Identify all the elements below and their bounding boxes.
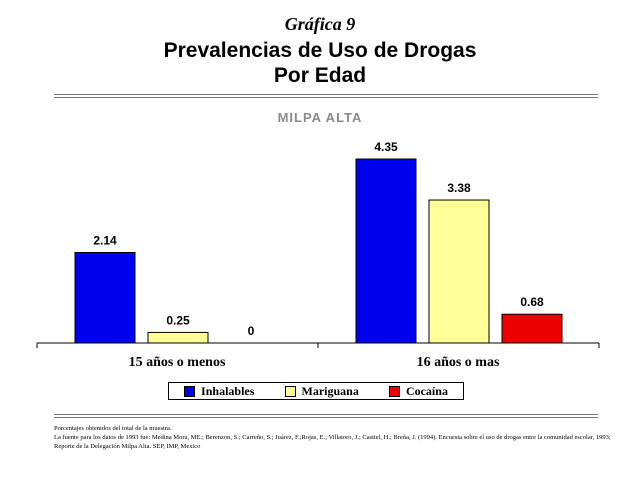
footer-divider-top — [54, 414, 598, 415]
category-label-0: 15 años o menos — [128, 355, 226, 370]
title-divider-top — [54, 94, 598, 95]
page-title-line-1: Prevalencias de Uso de Drogas — [163, 39, 477, 62]
legend-label-inhalables: Inhalables — [201, 383, 255, 398]
footnote-sample: Porcentajes obtenidos del total de la mu… — [54, 425, 172, 432]
legend-label-cocaina: Cocaína — [405, 383, 448, 398]
legend: Inhalables Mariguana Cocaína — [168, 382, 464, 400]
legend-swatch-mariguana — [284, 385, 296, 397]
data-label-2-0: 0 — [248, 324, 255, 338]
legend-item-mariguana: Mariguana — [284, 383, 359, 399]
legend-swatch-inhalables — [184, 385, 196, 397]
legend-item-cocaina: Cocaína — [388, 383, 448, 399]
footer-divider-bottom — [54, 417, 598, 418]
legend-swatch-cocaina — [388, 385, 400, 397]
data-label-2-1: 0.68 — [520, 295, 544, 309]
category-label-1: 16 años o mas — [416, 355, 500, 370]
bar-2-1 — [501, 313, 563, 344]
data-label-1-0: 0.25 — [166, 313, 190, 327]
bar-1-0 — [147, 331, 209, 344]
data-label-0-0: 2.14 — [93, 233, 117, 247]
legend-item-inhalables: Inhalables — [184, 384, 254, 399]
bar-0-1 — [355, 158, 417, 344]
legend-label-mariguana: Mariguana — [301, 383, 359, 398]
bar-0-0 — [74, 251, 136, 344]
chart-title: MILPA ALTA — [277, 110, 363, 125]
data-label-0-1: 4.35 — [374, 140, 398, 154]
chart-header-label: Gráfica 9 — [284, 14, 356, 34]
title-divider-bottom — [54, 97, 598, 98]
data-label-1-1: 3.38 — [447, 181, 471, 195]
footnote-source: La fuente para los datos de 1993 fue: Me… — [54, 434, 611, 450]
bar-1-1 — [428, 199, 490, 344]
page-title-line-2: Por Edad — [273, 64, 367, 87]
